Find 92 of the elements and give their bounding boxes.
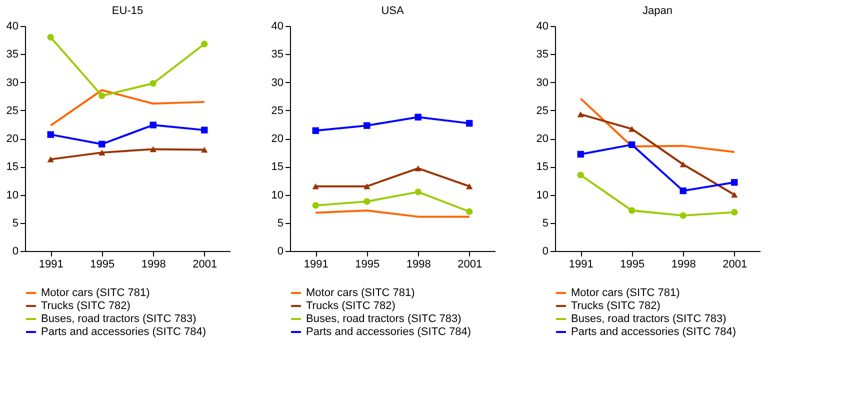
legend-label: Buses, road tractors (SITC 783) (571, 313, 726, 325)
point (312, 183, 319, 190)
point (47, 156, 54, 162)
point (466, 208, 473, 215)
point (364, 183, 370, 190)
point (731, 179, 738, 186)
point (628, 207, 636, 214)
y-tick-label: 35 (271, 48, 284, 61)
point (150, 146, 156, 152)
x-tick-label: 1995 (355, 258, 380, 270)
x-tick-label: 1995 (620, 258, 645, 270)
x-tick-label: 1995 (90, 258, 115, 270)
x-tick-label: 1998 (406, 258, 431, 270)
y-tick-label: 5 (277, 217, 284, 230)
point (680, 212, 686, 219)
point (201, 40, 208, 48)
point (201, 146, 208, 153)
point (312, 202, 319, 209)
point (628, 141, 636, 148)
point (628, 126, 636, 132)
legend-label: Parts and accessories (SITC 784) (41, 326, 206, 338)
y-tick-label: 10 (271, 189, 284, 202)
point (364, 198, 370, 205)
y-tick-label: 40 (271, 20, 284, 32)
point (731, 208, 738, 216)
y-tick-label: 10 (536, 189, 548, 202)
y-tick-label: 10 (6, 189, 18, 202)
point (414, 165, 422, 172)
point (150, 122, 156, 128)
y-tick-label: 35 (536, 48, 548, 61)
legend-label: Motor cars (SITC 781) (41, 287, 150, 299)
point (414, 114, 422, 120)
point (150, 80, 156, 87)
y-tick-label: 0 (542, 246, 548, 258)
y-tick-label: 0 (277, 246, 284, 258)
y-tick-label: 15 (536, 161, 548, 174)
y-tick-label: 25 (536, 104, 548, 117)
y-tick-label: 20 (6, 133, 18, 145)
y-tick-label: 30 (6, 76, 18, 89)
y-tick-label: 30 (271, 76, 284, 89)
y-tick-label: 20 (271, 133, 284, 145)
y-tick-label: 25 (6, 104, 18, 117)
point (364, 122, 370, 129)
point (98, 92, 106, 100)
point (577, 172, 584, 178)
x-tick-label: 1991 (38, 258, 64, 270)
y-tick-label: 15 (271, 161, 284, 174)
y-tick-label: 20 (536, 133, 548, 145)
x-tick-label: 2001 (192, 258, 218, 270)
y-tick-label: 40 (536, 20, 548, 32)
legend-label: Trucks (SITC 782) (306, 300, 396, 312)
legend-label: Motor cars (SITC 781) (571, 287, 680, 299)
chart-title: USA (381, 5, 404, 17)
y-tick-label: 5 (12, 217, 18, 230)
point (731, 192, 738, 198)
x-tick-label: 1998 (141, 258, 166, 270)
x-tick-label: 1991 (304, 258, 328, 270)
point (577, 111, 584, 118)
point (98, 140, 106, 148)
point (201, 126, 208, 134)
point (680, 161, 686, 168)
legend-label: Buses, road tractors (SITC 783) (41, 313, 196, 325)
point (466, 120, 473, 127)
line-series (580, 98, 736, 153)
x-tick-label: 1991 (568, 258, 594, 270)
y-tick-label: 0 (12, 246, 18, 258)
point (577, 150, 584, 158)
point (414, 188, 422, 196)
point (466, 183, 473, 190)
line-series (50, 89, 206, 127)
legend-label: Trucks (SITC 782) (41, 300, 130, 312)
y-tick-label: 25 (271, 104, 284, 117)
y-tick-label: 5 (542, 217, 548, 230)
x-tick-label: 2001 (722, 258, 748, 270)
chart-title: Japan (642, 5, 672, 17)
y-tick-label: 30 (536, 76, 548, 89)
point (47, 131, 54, 138)
y-tick-label: 35 (6, 48, 18, 61)
chart-title: EU-15 (112, 5, 144, 17)
legend-label: Motor cars (SITC 781) (306, 287, 415, 299)
x-tick-label: 1998 (671, 258, 696, 270)
point (312, 127, 319, 134)
point (47, 34, 54, 41)
x-tick-label: 2001 (458, 258, 482, 270)
legend-label: Buses, road tractors (SITC 783) (306, 313, 462, 325)
y-tick-label: 15 (6, 161, 18, 174)
legend-label: Parts and accessories (SITC 784) (571, 326, 736, 338)
point (680, 187, 686, 194)
legend-label: Parts and accessories (SITC 784) (306, 326, 472, 338)
point (98, 150, 106, 156)
y-tick-label: 40 (6, 20, 18, 32)
legend-label: Trucks (SITC 782) (571, 300, 660, 312)
